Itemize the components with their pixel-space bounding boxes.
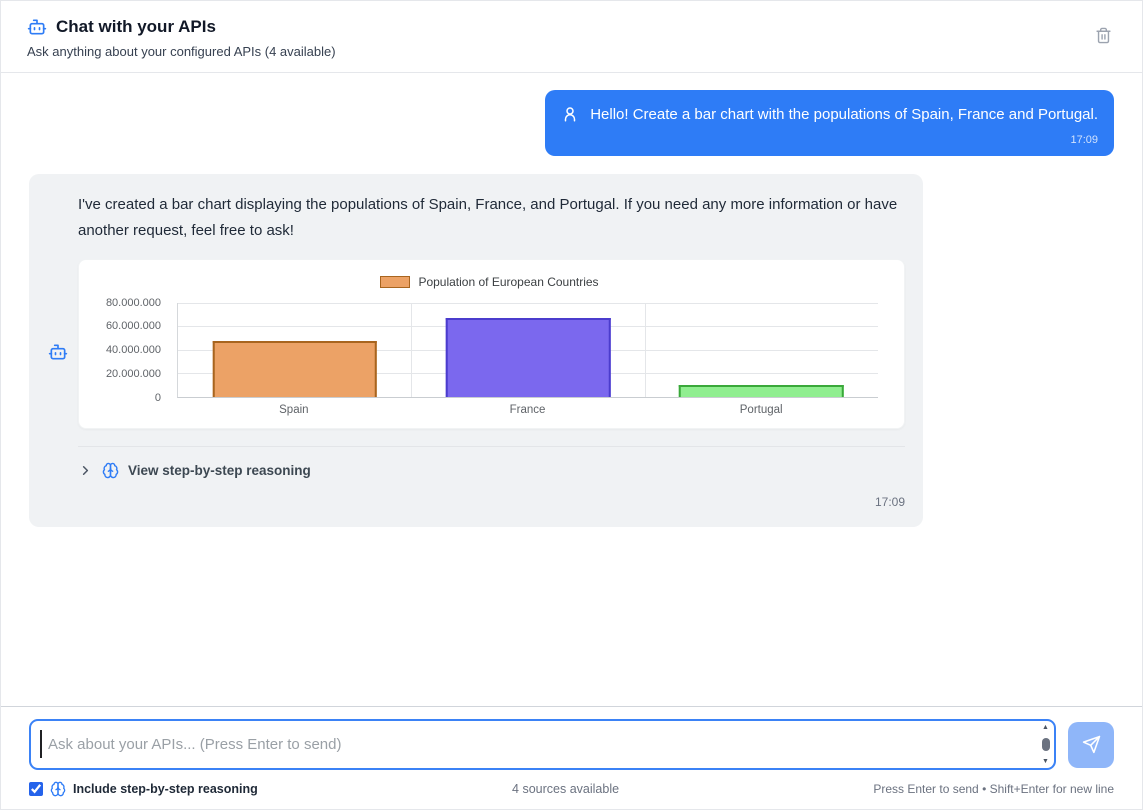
chart-legend: Population of European Countries — [87, 275, 892, 289]
legend-swatch — [380, 275, 411, 288]
page-title: Chat with your APIs — [56, 17, 216, 36]
text-caret — [40, 730, 42, 758]
gridline — [644, 302, 646, 397]
y-tick-label: 60.000.000 — [105, 320, 161, 333]
page-subtitle: Ask anything about your configured APIs … — [27, 44, 336, 59]
assistant-message-content: I've created a bar chart displaying the … — [78, 192, 905, 509]
y-tick-label: 0 — [154, 391, 161, 404]
chart-plot-area: 80.000.000 60.000.000 40.000.000 20.000.000… — [87, 297, 892, 404]
bar-chart-card: Population of European Countries 80.000.… — [78, 258, 905, 429]
brain-icon — [50, 781, 66, 797]
user-icon — [561, 105, 579, 123]
user-message-text: Hello! Create a bar chart with the popul… — [590, 105, 1098, 123]
assistant-message-text: I've created a bar chart displaying the … — [78, 196, 898, 239]
x-tick-label: France — [509, 403, 546, 416]
composer-meta-row: Include step-by-step reasoning 4 sources… — [29, 770, 1114, 809]
send-icon — [1082, 735, 1101, 754]
reasoning-toggle-label: View step-by-step reasoning — [128, 462, 311, 478]
plot — [177, 302, 878, 398]
y-tick-label: 20.000.000 — [105, 367, 161, 380]
clear-chat-button[interactable] — [1091, 23, 1116, 51]
assistant-message: I've created a bar chart displaying the … — [29, 174, 923, 527]
x-tick-label: Portugal — [739, 403, 783, 416]
chat-area: Hello! Create a bar chart with the popul… — [1, 73, 1142, 706]
user-message-row: Hello! Create a bar chart with the popul… — [29, 90, 1114, 156]
x-axis: Spain France Portugal — [177, 404, 878, 416]
chart-title: Population of European Countries — [418, 274, 599, 289]
message-input-wrap: ▲ ▼ — [29, 719, 1056, 770]
reasoning-toggle[interactable]: View step-by-step reasoning — [78, 445, 905, 479]
assistant-message-row: I've created a bar chart displaying the … — [29, 174, 1114, 527]
bar-spain — [212, 340, 377, 397]
x-tick-label: Spain — [279, 403, 309, 416]
bar-portugal — [679, 384, 844, 397]
user-message-time: 17:09 — [1070, 134, 1098, 146]
assistant-message-time: 17:09 — [874, 494, 905, 509]
user-message: Hello! Create a bar chart with the popul… — [545, 90, 1114, 156]
brain-icon — [102, 462, 119, 479]
scroll-up-arrow-icon[interactable]: ▲ — [1042, 724, 1049, 731]
sources-count: 4 sources available — [512, 782, 620, 796]
scrollbar-thumb[interactable] — [1041, 738, 1050, 751]
send-button[interactable] — [1068, 721, 1114, 768]
chevron-right-icon — [78, 463, 93, 478]
y-tick-label: 40.000.000 — [105, 344, 161, 357]
y-tick-label: 80.000.000 — [105, 296, 161, 309]
include-reasoning-checkbox[interactable] — [29, 782, 43, 796]
keyboard-hint: Press Enter to send • Shift+Enter for ne… — [873, 782, 1114, 796]
message-input[interactable] — [29, 719, 1056, 770]
scroll-down-arrow-icon[interactable]: ▼ — [1042, 758, 1049, 765]
robot-icon — [27, 17, 47, 37]
composer: ▲ ▼ Include step-by-step reasoning 4 sou… — [1, 706, 1142, 809]
include-reasoning-label: Include step-by-step reasoning — [73, 782, 258, 796]
robot-icon — [47, 196, 69, 509]
gridline — [411, 302, 413, 397]
trash-icon — [1095, 27, 1112, 44]
textarea-scrollbar[interactable]: ▲ ▼ — [1039, 723, 1052, 766]
y-axis: 80.000.000 60.000.000 40.000.000 20.000.000… — [87, 297, 169, 404]
header: Chat with your APIs Ask anything about y… — [1, 1, 1142, 73]
gridline — [178, 302, 878, 304]
header-left: Chat with your APIs Ask anything about y… — [27, 17, 336, 59]
include-reasoning-toggle[interactable]: Include step-by-step reasoning — [29, 781, 258, 797]
bar-france — [445, 318, 611, 397]
